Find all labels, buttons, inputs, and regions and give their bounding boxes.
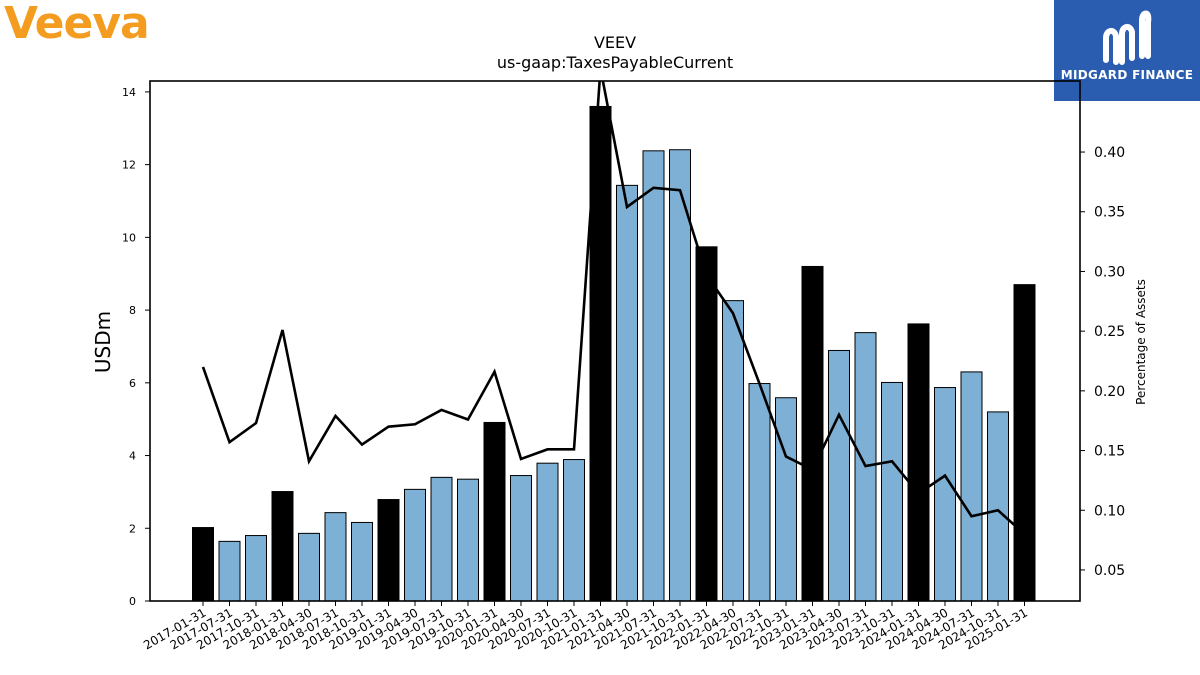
bar xyxy=(801,265,824,602)
plot-area: 0 2 4 6 8 10 12 14 0.05 0.10 0.15 0.20 0.25 0.30 0.35 0… xyxy=(122,80,1125,652)
y-tick-label: 12 xyxy=(122,159,136,172)
bar xyxy=(563,459,585,602)
bar xyxy=(1013,284,1036,602)
bar xyxy=(245,535,267,602)
plot-frame xyxy=(149,80,1081,602)
y-tick-label: 8 xyxy=(129,304,136,317)
y-axis-label: USDm xyxy=(91,311,115,373)
bar xyxy=(616,184,638,602)
y-tick-label: 2 xyxy=(129,522,136,535)
bar xyxy=(324,512,347,602)
bar xyxy=(510,475,532,602)
veeva-logo-text: Veeva xyxy=(4,0,150,49)
bar xyxy=(271,491,294,602)
chart-title: VEEV xyxy=(594,33,636,52)
bar xyxy=(404,488,426,602)
bar xyxy=(192,527,214,602)
midgard-logo-icon xyxy=(1103,10,1152,65)
y2-tick-label: 0.30 xyxy=(1094,264,1125,280)
bar xyxy=(934,387,956,602)
bar xyxy=(218,540,241,602)
y2-tick-label: 0.35 xyxy=(1094,205,1125,221)
bar xyxy=(748,383,771,602)
y2-tick-label: 0.10 xyxy=(1094,503,1125,519)
midgard-logo-text: MIDGARD FINANCE xyxy=(1060,68,1194,82)
series-line xyxy=(201,81,1028,537)
bar xyxy=(775,397,797,602)
chart-subtitle: us-gaap:TaxesPayableCurrent xyxy=(497,53,733,72)
bar xyxy=(483,421,506,602)
bar xyxy=(642,150,665,602)
y2-tick-label: 0.40 xyxy=(1094,145,1125,161)
bar xyxy=(722,300,744,602)
y-tick-label: 14 xyxy=(122,86,136,99)
y2-tick-label: 0.05 xyxy=(1094,563,1125,579)
bar xyxy=(298,532,320,602)
y2-tick-label: 0.25 xyxy=(1094,324,1125,340)
y-tick-label: 4 xyxy=(129,450,136,463)
y2-tick-label: 0.20 xyxy=(1094,384,1125,400)
y-tick-label: 6 xyxy=(129,377,136,390)
bar xyxy=(430,476,453,602)
bar xyxy=(881,381,903,602)
bar xyxy=(351,521,373,602)
y-tick-label: 10 xyxy=(122,231,136,244)
bar xyxy=(457,478,479,602)
bar xyxy=(960,371,983,602)
bar xyxy=(377,499,400,602)
bar xyxy=(536,462,559,602)
bar xyxy=(987,411,1009,602)
y2-axis-label: Percentage of Assets xyxy=(1134,279,1148,405)
bar xyxy=(828,349,850,602)
y-tick-label: 0 xyxy=(129,595,136,608)
veeva-logo: Veeva xyxy=(4,0,174,49)
bar xyxy=(695,246,718,602)
bar xyxy=(907,323,930,602)
y2-tick-label: 0.15 xyxy=(1094,444,1125,460)
midgard-finance-logo: MIDGARD FINANCE xyxy=(1054,0,1200,101)
